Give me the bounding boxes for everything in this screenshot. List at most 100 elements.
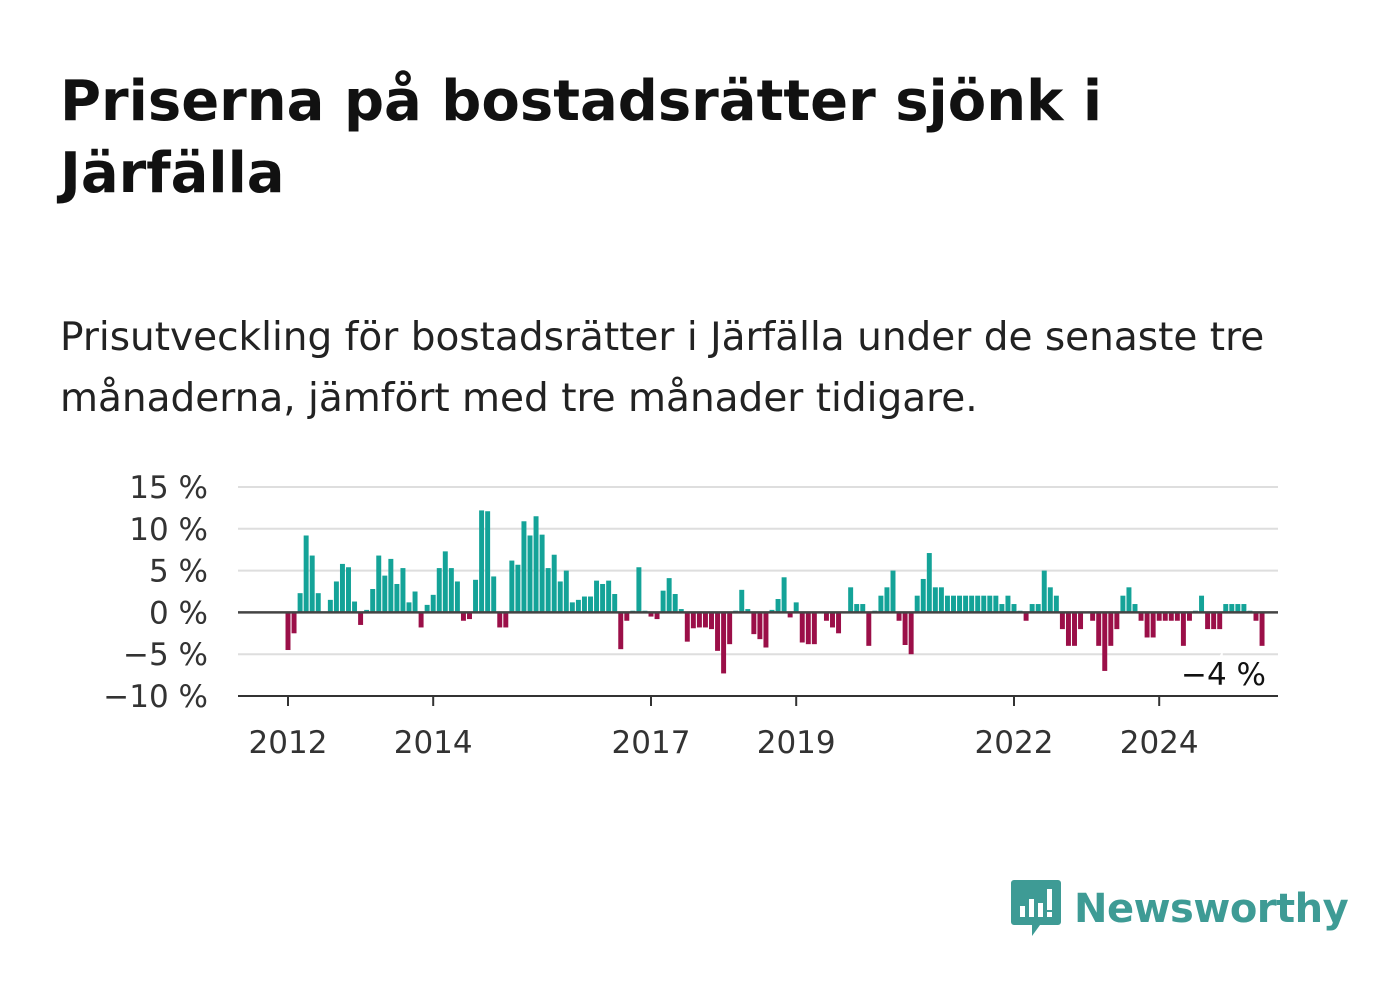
bar xyxy=(624,612,630,621)
bar xyxy=(830,612,835,628)
bar xyxy=(1035,604,1041,613)
bar xyxy=(1211,612,1217,630)
bar xyxy=(751,612,757,635)
bar xyxy=(1186,612,1192,621)
bar xyxy=(920,578,926,613)
bar xyxy=(702,612,708,628)
bar xyxy=(981,595,987,613)
bar xyxy=(376,555,382,613)
bar xyxy=(660,590,666,613)
bar xyxy=(424,604,430,613)
bar xyxy=(406,602,412,613)
bar xyxy=(533,516,539,613)
bar xyxy=(823,612,829,621)
bar xyxy=(551,554,557,613)
bar xyxy=(878,595,884,613)
bar xyxy=(400,568,406,613)
bar xyxy=(1120,595,1126,613)
bar xyxy=(636,567,642,613)
bar xyxy=(1144,612,1150,638)
bar xyxy=(515,564,521,613)
bar xyxy=(430,594,436,613)
bar xyxy=(1047,587,1053,613)
page-title: Priserna på bostadsrätter sjönk i Järfäl… xyxy=(60,69,1103,206)
y-tick-label: 0 % xyxy=(149,595,208,631)
bar xyxy=(454,581,460,613)
bar xyxy=(987,595,993,613)
bar xyxy=(606,580,612,613)
bar xyxy=(727,612,733,645)
bar xyxy=(442,551,448,613)
bar xyxy=(1253,612,1259,621)
bar xyxy=(793,602,799,613)
bar xyxy=(1114,612,1120,630)
bar xyxy=(696,612,702,628)
brand-name: Newsworthy xyxy=(1074,886,1349,932)
bar xyxy=(358,612,364,625)
x-tick-label: 2017 xyxy=(612,725,691,761)
bar xyxy=(1150,612,1156,638)
bar xyxy=(957,595,963,613)
bar xyxy=(388,558,394,613)
bar xyxy=(618,612,624,650)
x-tick-label: 2022 xyxy=(975,725,1054,761)
bar xyxy=(346,567,351,613)
bar xyxy=(690,612,696,629)
bar xyxy=(545,568,551,613)
bar xyxy=(1138,612,1144,621)
bar xyxy=(854,604,860,613)
bar xyxy=(291,612,297,634)
bar xyxy=(557,581,563,613)
bar xyxy=(509,560,515,613)
bar xyxy=(309,555,315,613)
bar xyxy=(1199,595,1205,613)
bar xyxy=(1205,612,1211,630)
bar xyxy=(412,591,418,613)
bar xyxy=(787,612,793,618)
bar xyxy=(473,579,479,613)
bar xyxy=(836,612,842,634)
bar xyxy=(666,578,672,613)
last-value-label: −4 % xyxy=(1181,657,1266,693)
bar xyxy=(588,596,593,613)
bar xyxy=(745,609,751,613)
bar xyxy=(600,583,606,613)
bar xyxy=(1180,612,1186,646)
bar xyxy=(993,595,999,613)
bar xyxy=(569,602,575,613)
bar xyxy=(521,521,527,613)
bar xyxy=(648,612,654,617)
bar xyxy=(1174,612,1180,621)
page-subtitle: Prisutveckling för bostadsrätter i Järfä… xyxy=(60,315,1265,421)
bar xyxy=(448,568,454,613)
bar xyxy=(763,612,769,648)
bar xyxy=(285,612,291,651)
bar xyxy=(1132,604,1138,613)
x-tick-label: 2012 xyxy=(249,725,328,761)
bar xyxy=(860,604,866,613)
bar xyxy=(575,599,581,613)
bar xyxy=(382,575,388,613)
bar xyxy=(890,570,896,613)
bar xyxy=(1223,604,1229,613)
bar xyxy=(1235,604,1241,613)
y-tick-label: 15 % xyxy=(129,470,208,506)
y-tick-label: −10 % xyxy=(103,679,208,715)
bar xyxy=(709,612,714,630)
bar xyxy=(848,587,854,613)
bar xyxy=(799,612,805,643)
bar xyxy=(969,595,975,613)
bar xyxy=(1168,612,1174,621)
bar xyxy=(884,587,890,613)
bar xyxy=(1229,604,1235,613)
bar xyxy=(1096,612,1102,646)
bar xyxy=(497,612,503,628)
bar xyxy=(938,587,944,613)
bar xyxy=(1041,570,1047,613)
bar xyxy=(1126,587,1132,613)
bar xyxy=(944,595,950,613)
bar xyxy=(581,596,587,613)
bar xyxy=(951,595,956,613)
bar xyxy=(684,612,690,642)
bar xyxy=(866,612,872,646)
